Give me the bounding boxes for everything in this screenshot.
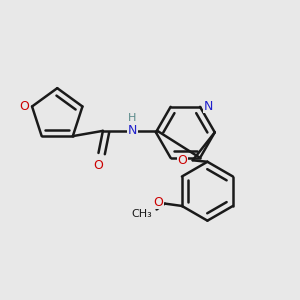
Text: N: N <box>128 124 137 137</box>
Text: O: O <box>178 154 188 167</box>
Text: H: H <box>128 113 136 124</box>
Text: O: O <box>19 100 29 113</box>
Text: O: O <box>154 196 164 208</box>
Text: CH₃: CH₃ <box>131 209 152 219</box>
Text: O: O <box>94 159 103 172</box>
Text: N: N <box>204 100 213 113</box>
